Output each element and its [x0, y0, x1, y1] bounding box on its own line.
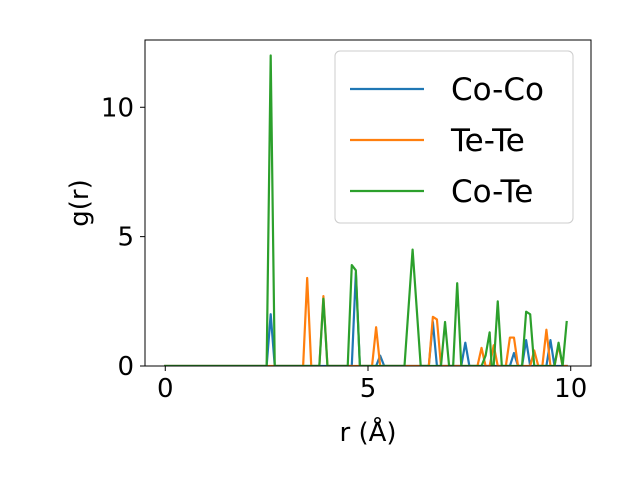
x-tick-label: 5 [360, 374, 377, 404]
series-layer [164, 54, 568, 366]
y-tick-label: 5 [117, 223, 134, 253]
series-line-co-te [164, 54, 568, 366]
y-axis-label: g(r) [65, 179, 95, 226]
legend: Co-Co Te-Te Co-Te [334, 50, 574, 224]
y-tick-label: 10 [101, 93, 134, 123]
series-line-te-te [164, 276, 568, 366]
legend-label-co-te: Co-Te [451, 174, 533, 210]
tick-layer: 0 5 10 0 5 10 [101, 93, 587, 404]
legend-label-co-co: Co-Co [451, 72, 544, 108]
legend-label-te-te: Te-Te [450, 123, 525, 159]
legend-box [334, 50, 574, 224]
x-axis-label: r (Å) [339, 416, 396, 448]
x-tick-label: 0 [157, 374, 174, 404]
y-tick-label: 0 [117, 352, 134, 382]
x-tick-label: 10 [554, 374, 587, 404]
series-line-co-co [164, 271, 568, 366]
